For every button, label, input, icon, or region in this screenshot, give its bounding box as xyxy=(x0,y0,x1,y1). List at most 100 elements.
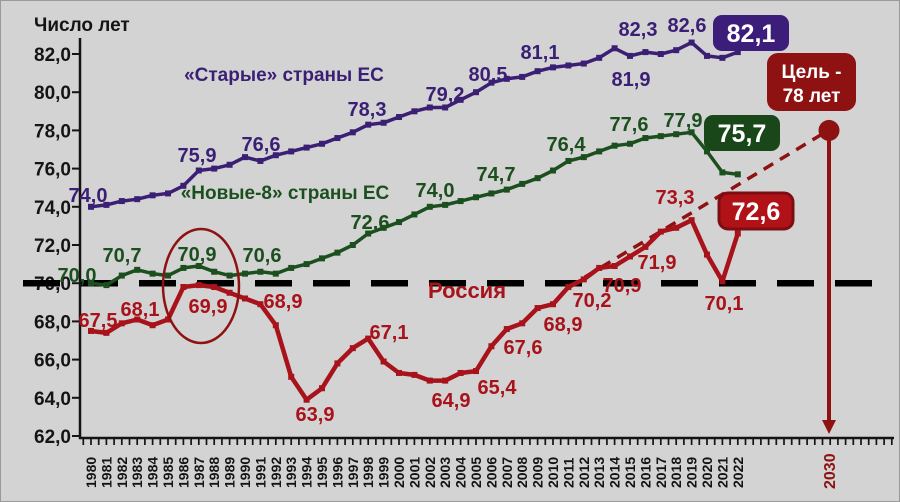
point-label: 65,4 xyxy=(478,377,518,399)
y-axis-title: Число лет xyxy=(34,15,130,36)
point-label: 76,6 xyxy=(242,134,281,156)
chart-root: 82,0 80,0 78,0 76,0 74,0 72,0 70,0 68,0 66,0 64,0… xyxy=(23,15,894,489)
point-label: 78,3 xyxy=(348,99,387,121)
point-label: 63,9 xyxy=(296,404,335,426)
x-tick-label: 1992 xyxy=(268,457,284,488)
point-label: 76,4 xyxy=(547,134,587,156)
point-label: 70,0 xyxy=(58,265,97,287)
x-tick-label: 1981 xyxy=(98,457,114,488)
series-line-2 xyxy=(88,217,741,403)
point-label: 74,0 xyxy=(416,180,455,202)
point-label: 70,1 xyxy=(705,293,744,315)
x-tick-label: 1994 xyxy=(299,457,315,488)
x-tick-label: 1996 xyxy=(329,457,345,488)
x-tick-label: 2019 xyxy=(684,457,700,488)
point-label: 70,9 xyxy=(603,275,642,297)
point-label: 67,1 xyxy=(370,322,409,344)
point-label: 70,6 xyxy=(243,245,282,267)
goal-badge-line: 78 лет xyxy=(783,86,841,107)
x-tick-label: 1983 xyxy=(129,457,145,488)
x-tick-label: 2005 xyxy=(468,457,484,488)
series-line-0 xyxy=(88,39,741,210)
y-tick-label: 80,0 xyxy=(34,83,71,104)
point-label: 82,6 xyxy=(668,15,707,37)
y-tick-label: 62,0 xyxy=(34,427,71,448)
x-tick-label: 2000 xyxy=(391,457,407,488)
y-tick-label: 72,0 xyxy=(34,236,71,257)
x-tick-label: 2001 xyxy=(406,457,422,488)
x-tick-label: 2009 xyxy=(530,457,546,488)
x-tick-label: 2020 xyxy=(699,457,715,488)
end-badge-value: 72,6 xyxy=(732,198,781,226)
x-tick-label: 1997 xyxy=(345,457,361,488)
y-axis-ticks: 82,080,078,076,074,072,070,068,066,064,0… xyxy=(34,45,80,448)
point-label: 70,7 xyxy=(103,245,142,267)
series-labels-0: 74,0 75,9 76,6 78,3 79,280,5 81,1 81,9 82,3 82,6… xyxy=(69,15,707,207)
series-name-label: Россия xyxy=(428,278,506,303)
x-tick-label: 1995 xyxy=(314,457,330,488)
point-label: 64,9 xyxy=(432,390,471,412)
x-tick-label: 1988 xyxy=(206,457,222,488)
point-label: 75,9 xyxy=(178,145,217,167)
x-tick-label: 1999 xyxy=(376,457,392,488)
x-tick-label: 1982 xyxy=(114,457,130,488)
x-tick-label: 2014 xyxy=(607,457,623,488)
x-tick-label: 1980 xyxy=(83,457,99,488)
x-tick-label: 2015 xyxy=(622,457,638,488)
y-tick-label: 76,0 xyxy=(34,160,71,181)
x-tick-label: 2002 xyxy=(422,457,438,488)
x-tick-label: 2012 xyxy=(576,457,592,488)
point-label: 71,9 xyxy=(638,252,677,274)
point-label: 70,2 xyxy=(573,290,612,312)
point-label: 74,0 xyxy=(69,185,108,207)
point-label: 68,9 xyxy=(544,314,583,336)
x-axis-labels: 1980 1981 1982 1983 1984 1985 1986 1987 1988 1989… xyxy=(83,457,746,488)
x-tick-label: 1990 xyxy=(237,457,253,488)
x-tick-label: 2006 xyxy=(483,457,499,488)
y-tick-label: 82,0 xyxy=(34,45,71,66)
x-tick-label: 2016 xyxy=(637,457,653,488)
series-labels-1: 70,0 70,7 70,9 70,6 72,6 74,0 74,7 76,4 77,6 77,9… xyxy=(58,110,703,287)
point-label: 72,6 xyxy=(351,212,390,234)
point-label: 70,9 xyxy=(178,244,217,266)
goal-badge: Цель - 78 лет xyxy=(767,53,856,111)
point-label: 77,6 xyxy=(610,114,649,136)
x-tick-label: 2018 xyxy=(668,457,684,488)
end-badge-2: 72,6 xyxy=(717,191,795,231)
point-label: 81,9 xyxy=(612,69,651,91)
y-tick-label: 64,0 xyxy=(34,389,71,410)
y-tick-label: 68,0 xyxy=(34,312,71,333)
x-tick-label: 2021 xyxy=(714,457,730,488)
goal-point xyxy=(818,119,840,141)
x-tick-label: 2008 xyxy=(514,457,530,488)
y-tick-label: 78,0 xyxy=(34,121,71,142)
x-label-2030: 2030 xyxy=(822,453,839,489)
x-tick-label: 1991 xyxy=(252,457,268,488)
point-label: 67,5 xyxy=(79,310,118,332)
point-label: 68,1 xyxy=(121,299,160,321)
y-tick-label: 66,0 xyxy=(34,351,71,372)
x-tick-label: 1984 xyxy=(145,457,161,488)
end-badge-1: 75,7 xyxy=(704,115,780,151)
point-label: 80,5 xyxy=(469,64,508,86)
y-tick-label: 74,0 xyxy=(34,198,71,219)
goal-annotation: 2030 xyxy=(567,119,840,489)
x-axis-ticks xyxy=(82,438,893,445)
point-label: 67,6 xyxy=(504,337,543,359)
highlight-ellipse xyxy=(161,227,241,345)
x-tick-label: 1986 xyxy=(175,457,191,488)
series-name-label: «Новые-8» страны ЕС xyxy=(181,183,390,204)
x-tick-label: 2011 xyxy=(560,457,576,488)
point-label: 69,9 xyxy=(189,296,228,318)
x-tick-label: 2013 xyxy=(591,457,607,488)
point-label: 68,9 xyxy=(264,291,303,313)
x-tick-label: 2022 xyxy=(730,457,746,488)
end-badge-value: 75,7 xyxy=(718,120,767,148)
series-labels-2: 67,5 68,1 69,9 68,963,967,164,965,467,668,9… xyxy=(79,187,744,426)
point-label: 81,1 xyxy=(521,42,560,64)
x-tick-label: 1987 xyxy=(191,457,207,488)
x-tick-label: 1998 xyxy=(360,457,376,488)
point-label: 74,7 xyxy=(477,164,516,186)
